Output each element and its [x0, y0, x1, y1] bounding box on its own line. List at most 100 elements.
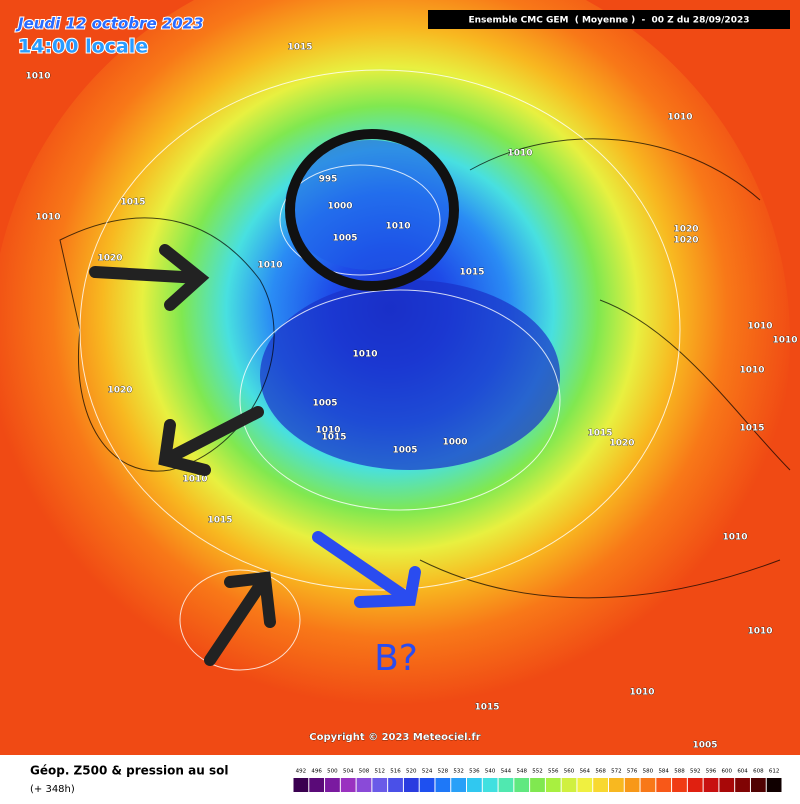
- scale-swatch: [372, 778, 388, 792]
- scale-label: 548: [516, 769, 527, 775]
- isobar-label: 1020: [673, 225, 698, 235]
- isobar-label: 1010: [385, 222, 410, 232]
- scale-label: 512: [375, 769, 386, 775]
- scale-label: 568: [595, 769, 606, 775]
- scale-swatch: [577, 778, 593, 792]
- coastline: [59, 217, 275, 472]
- scale-label: 508: [359, 769, 370, 775]
- scale-label: 500: [327, 769, 338, 775]
- scale-label: 544: [501, 769, 512, 775]
- isobar-label: 1010: [25, 72, 50, 82]
- model-box: [428, 10, 790, 29]
- isobars: [79, 69, 681, 671]
- isobar-label: 1015: [587, 429, 612, 439]
- scale-swatch: [624, 778, 640, 792]
- scale-swatch: [656, 778, 672, 792]
- isobar-label: 1010: [739, 366, 764, 376]
- scale-label: 556: [548, 769, 559, 775]
- model-info: Ensemble CMC GEM ( Moyenne ) - 00 Z du 2…: [469, 16, 750, 26]
- scale-label: 552: [532, 769, 543, 775]
- scale-swatch: [687, 778, 703, 792]
- isobar-label: 1005: [392, 446, 417, 456]
- annotation-arrows: [89, 244, 276, 666]
- scale-swatch: [309, 778, 325, 792]
- isobar-label: 1010: [35, 213, 60, 223]
- isobar-label: 1020: [107, 386, 132, 396]
- scale-swatch: [561, 778, 577, 792]
- scale-label: 588: [674, 769, 685, 775]
- isobar-label: 1005: [332, 234, 357, 244]
- isobar-labels: 1015101010101010995100010051010101510101…: [25, 42, 798, 751]
- isobar-label: 1015: [459, 268, 484, 278]
- scale-swatch: [608, 778, 624, 792]
- scale-label: 520: [406, 769, 417, 775]
- isobar-label: 1010: [722, 533, 747, 543]
- isobar-label: 1010: [629, 688, 654, 698]
- scale-label: 492: [296, 769, 307, 775]
- isobar-label: 1000: [442, 438, 467, 448]
- scale-swatch: [403, 778, 419, 792]
- isobar-label: 1015: [287, 43, 312, 53]
- scale-swatch: [498, 778, 514, 792]
- isobar-label: 1020: [97, 254, 122, 264]
- scale-swatch: [340, 778, 356, 792]
- isobar-label: 1010: [747, 322, 772, 332]
- scale-label: 504: [343, 769, 354, 775]
- scale-label: 596: [706, 769, 717, 775]
- scale-swatch: [514, 778, 530, 792]
- scale-swatch: [467, 778, 482, 792]
- time: 14:00 locale: [18, 36, 148, 58]
- scale-label: 516: [390, 769, 401, 775]
- scale-label: 532: [453, 769, 464, 775]
- legend-bar: [0, 755, 800, 800]
- scale-label: 560: [564, 769, 575, 775]
- isobar-label: 1015: [474, 703, 499, 713]
- scale-swatch: [419, 778, 435, 792]
- isobar-label: 1010: [257, 261, 282, 271]
- isobar-label: 1015: [321, 433, 346, 443]
- annotation-arrow: [312, 531, 421, 608]
- isobar-label: 995: [319, 175, 338, 185]
- isobar-label: 1005: [692, 741, 717, 751]
- scale-label: 592: [690, 769, 701, 775]
- legend-subtitle: (+ 348h): [30, 784, 75, 795]
- date: Jeudi 12 octobre 2023: [15, 15, 204, 33]
- isobar-label: 1010: [182, 475, 207, 485]
- scale-swatch: [293, 778, 309, 792]
- isobar-label: 1015: [739, 424, 764, 434]
- copyright: Copyright © 2023 Meteociel.fr: [309, 732, 480, 743]
- low-core: [260, 280, 560, 470]
- isobar-label: 1015: [207, 516, 232, 526]
- scale-swatch: [672, 778, 687, 792]
- scale-swatch: [451, 778, 467, 792]
- scale-label: 600: [722, 769, 733, 775]
- scale-swatch: [435, 778, 451, 792]
- isobar-label: 1010: [772, 336, 797, 346]
- isobar-label: 1005: [312, 399, 337, 409]
- scale-swatch: [356, 778, 372, 792]
- scale-label: 576: [627, 769, 638, 775]
- legend-title: Géop. Z500 & pression au sol: [30, 764, 228, 778]
- isobar-label: 1010: [507, 149, 532, 159]
- isobar-label: 1010: [667, 113, 692, 123]
- scale-swatch: [388, 778, 403, 792]
- isobar-label: 1020: [609, 439, 634, 449]
- scale-label: 608: [753, 769, 764, 775]
- annotation-circle: [285, 129, 459, 291]
- scale-swatch: [719, 778, 735, 792]
- isobar-label: 1000: [327, 202, 352, 212]
- scale-label: 604: [737, 769, 748, 775]
- isobar-label: 1010: [747, 627, 772, 637]
- scale-label: 536: [469, 769, 480, 775]
- scale-label: 540: [485, 769, 496, 775]
- scale-swatch: [593, 778, 608, 792]
- isobar-label: 1015: [120, 198, 145, 208]
- scale-swatch: [325, 778, 340, 792]
- scale-label: 580: [643, 769, 654, 775]
- scale-label: 528: [438, 769, 449, 775]
- low-core: [285, 140, 455, 270]
- coastline: [419, 138, 791, 599]
- scale-swatch: [482, 778, 498, 792]
